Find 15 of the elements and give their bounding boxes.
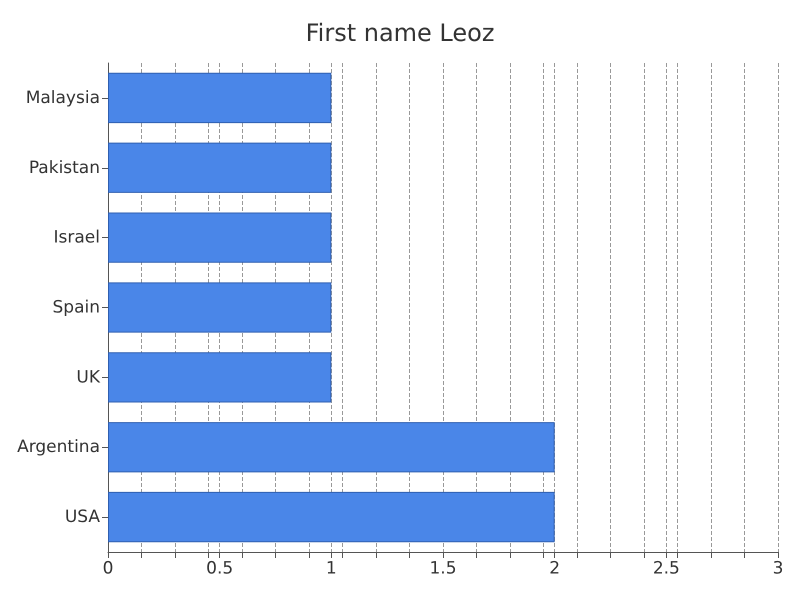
y-tick-label: USA xyxy=(64,507,100,528)
y-tick-label: Argentina xyxy=(17,437,100,458)
x-tick-label: 0.5 xyxy=(206,558,234,578)
x-tick-label: 2 xyxy=(549,558,560,578)
x-tick-label: 1 xyxy=(326,558,337,578)
chart-title: First name Leoz xyxy=(306,19,494,47)
x-tick-label: 0 xyxy=(102,558,114,578)
y-tick-label: Pakistan xyxy=(28,158,100,178)
x-tick-label: 3 xyxy=(772,558,784,578)
y-tick-label: UK xyxy=(76,367,101,388)
x-tick-label: 2.5 xyxy=(652,558,680,578)
y-tick-label: Israel xyxy=(54,228,100,248)
y-tick-label: Malaysia xyxy=(26,88,100,108)
y-tick-label: Spain xyxy=(52,298,100,318)
x-tick-label: 1.5 xyxy=(429,558,457,578)
